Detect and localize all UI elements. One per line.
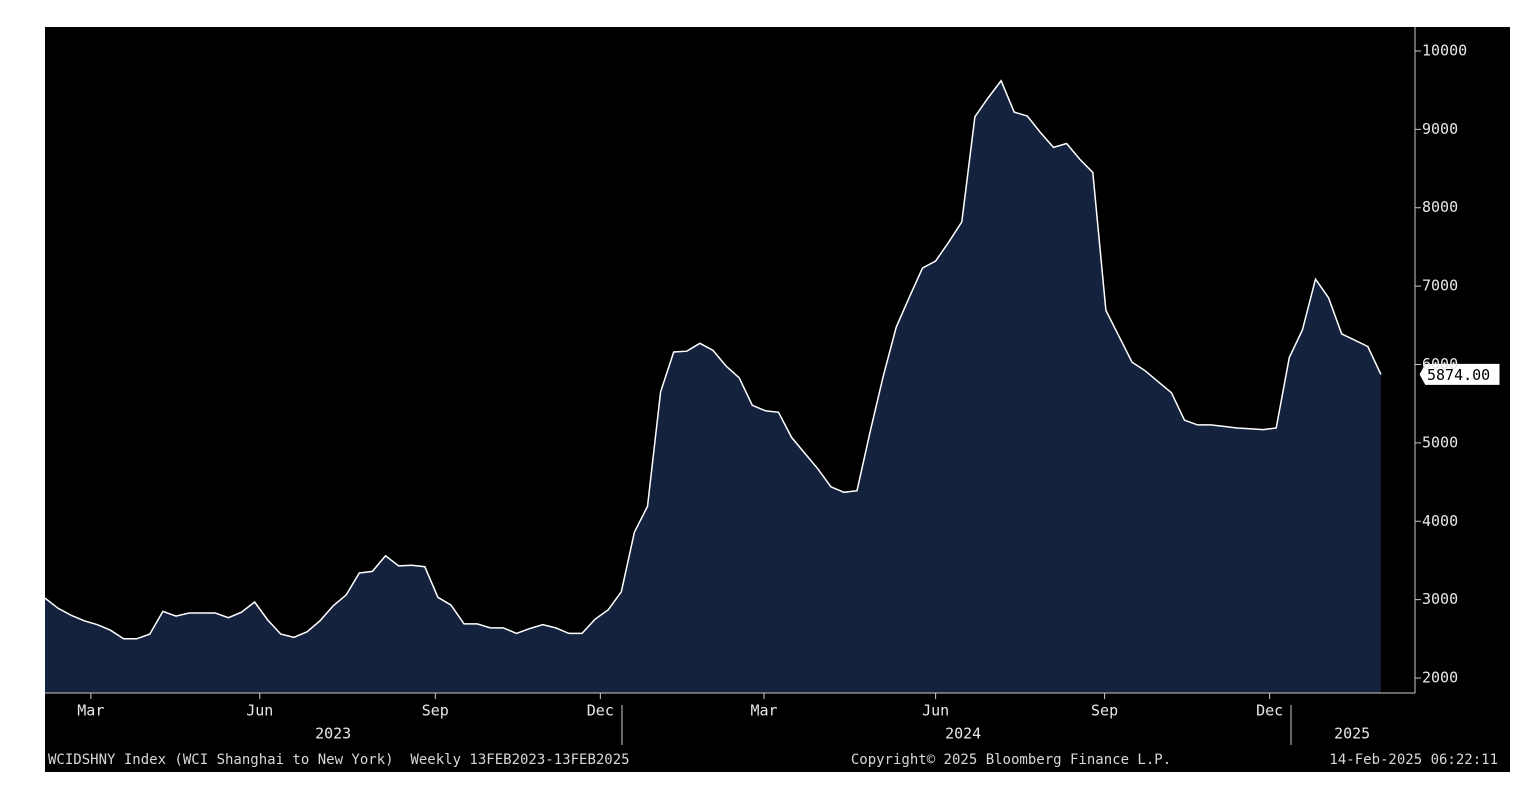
y-tick-label: 4000 <box>1422 512 1458 530</box>
y-tick-label: 7000 <box>1422 277 1458 295</box>
x-tick-label: Dec <box>587 702 614 720</box>
y-tick-label: 9000 <box>1422 120 1458 138</box>
y-tick-label: 6000 <box>1422 355 1458 373</box>
year-label: 2025 <box>1334 725 1370 743</box>
year-label: 2023 <box>315 725 351 743</box>
line <box>44 79 1382 640</box>
footer-copyright: Copyright© 2025 Bloomberg Finance L.P. <box>851 752 1171 768</box>
y-tick-label: 8000 <box>1422 198 1458 216</box>
y-tick-label: 2000 <box>1422 669 1458 687</box>
y-tick-label: 5000 <box>1422 433 1458 451</box>
year-label: 2024 <box>945 725 981 743</box>
y-tick-label: 10000 <box>1422 41 1467 59</box>
area <box>45 80 1381 694</box>
last-value-label: 5874.00 <box>1427 366 1490 384</box>
x-tick-label: Jun <box>922 702 949 720</box>
footer-source: WCIDSHNY Index (WCI Shanghai to New York… <box>48 752 630 768</box>
y-tick-label: 3000 <box>1422 590 1458 608</box>
x-tick-label: Sep <box>1091 702 1118 720</box>
footer-timestamp: 14-Feb-2025 06:22:11 <box>1329 752 1498 768</box>
x-tick-label: Dec <box>1256 702 1283 720</box>
x-tick-label: Sep <box>422 702 449 720</box>
x-tick-label: Jun <box>246 702 273 720</box>
x-tick-label: Mar <box>77 702 104 720</box>
x-tick-label: Mar <box>751 702 778 720</box>
last-value-box <box>1418 362 1501 386</box>
